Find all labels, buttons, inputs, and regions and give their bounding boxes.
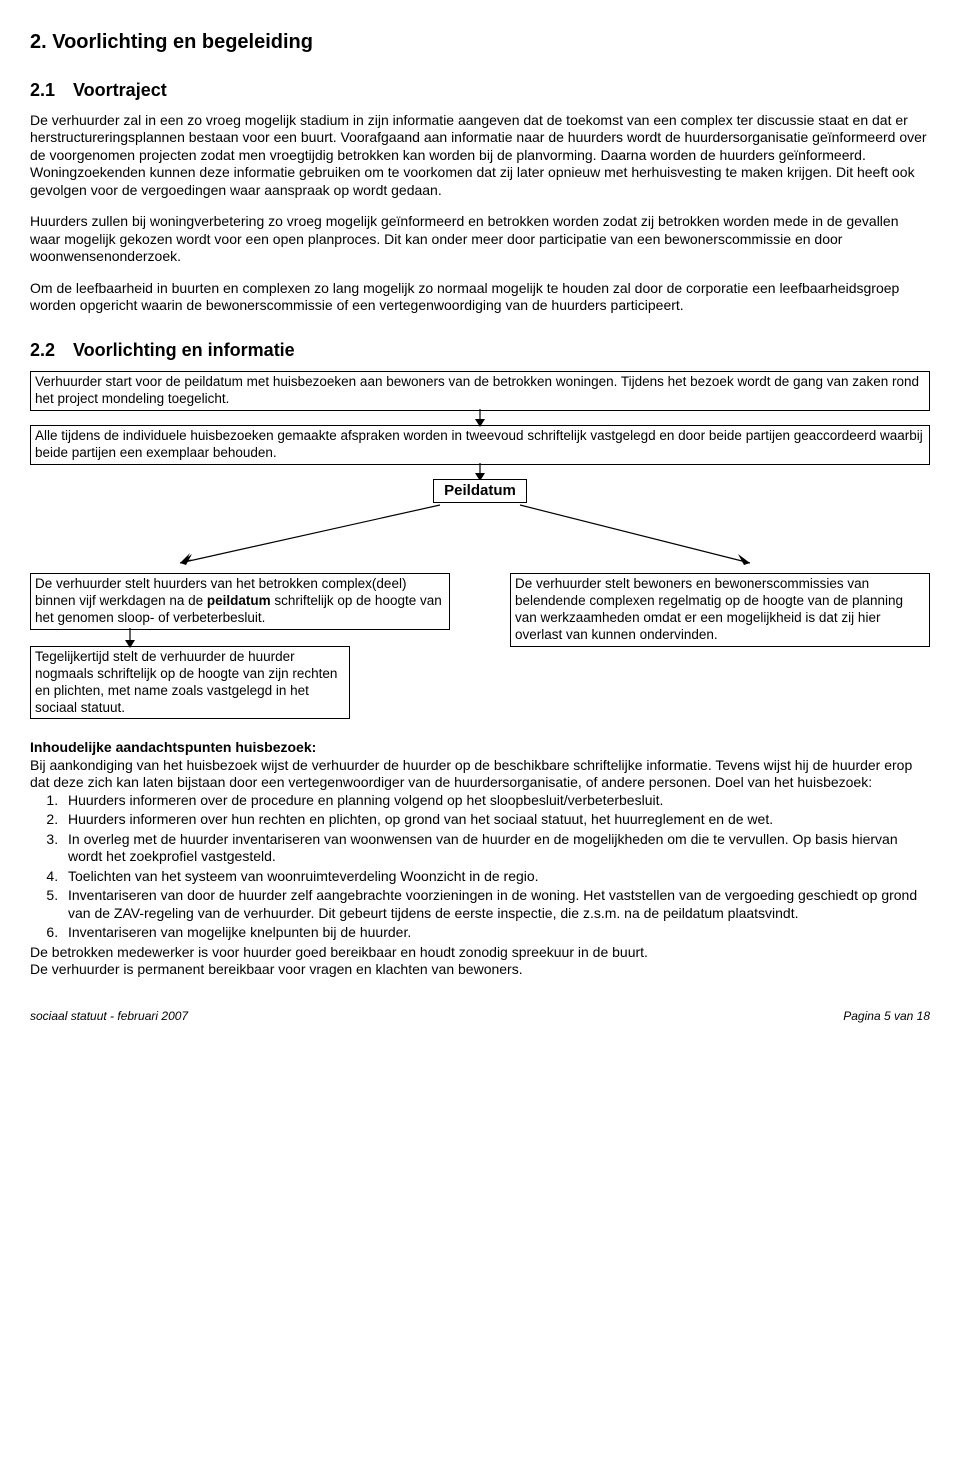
paragraph: De betrokken medewerker is voor huurder … — [30, 944, 930, 962]
section-number: 2.1 — [30, 79, 68, 102]
flowchart: Verhuurder start voor de peildatum met h… — [30, 371, 930, 719]
section-heading-text: Voortraject — [73, 80, 167, 100]
flow-box-right: De verhuurder stelt bewoners en bewoners… — [510, 573, 930, 647]
footer-left: sociaal statuut - februari 2007 — [30, 1009, 188, 1024]
peildatum-box: Peildatum — [433, 479, 527, 504]
page-title: 2. Voorlichting en begeleiding — [30, 30, 930, 55]
paragraph: Huurders zullen bij woningverbetering zo… — [30, 213, 930, 266]
list-item: Huurders informeren over de procedure en… — [62, 792, 930, 810]
intro-text: Bij aankondiging van het huisbezoek wijs… — [30, 757, 930, 792]
list-item: Inventariseren van mogelijke knelpunten … — [62, 924, 930, 942]
section-2-1-heading: 2.1 Voortraject — [30, 79, 930, 102]
branch-arrows — [30, 503, 930, 573]
list-item: Huurders informeren over hun rechten en … — [62, 811, 930, 829]
flow-box-left-2: Tegelijkertijd stelt de verhuurder de hu… — [30, 646, 350, 720]
section-number: 2.2 — [30, 339, 68, 362]
paragraph: De verhuurder zal in een zo vroeg mogeli… — [30, 112, 930, 200]
paragraph: Om de leefbaarheid in buurten en complex… — [30, 280, 930, 315]
section-heading-text: Voorlichting en informatie — [73, 340, 295, 360]
flow-box-2: Alle tijdens de individuele huisbezoeken… — [30, 425, 930, 465]
page-footer: sociaal statuut - februari 2007 Pagina 5… — [30, 1009, 930, 1024]
arrow-down-icon — [30, 628, 230, 648]
flow-box-left-1: De verhuurder stelt huurders van het bet… — [30, 573, 450, 630]
section-2-2-heading: 2.2 Voorlichting en informatie — [30, 339, 930, 362]
paragraph: De verhuurder is permanent bereikbaar vo… — [30, 961, 930, 979]
footer-right: Pagina 5 van 18 — [843, 1009, 930, 1024]
list-item: In overleg met de huurder inventariseren… — [62, 831, 930, 866]
subheading: Inhoudelijke aandachtspunten huisbezoek: — [30, 739, 930, 757]
bold-text: peildatum — [207, 593, 271, 608]
list-item: Inventariseren van door de huurder zelf … — [62, 887, 930, 922]
list-item: Toelichten van het systeem van woonruimt… — [62, 868, 930, 886]
numbered-list: Huurders informeren over de procedure en… — [30, 792, 930, 942]
flow-box-1: Verhuurder start voor de peildatum met h… — [30, 371, 930, 411]
